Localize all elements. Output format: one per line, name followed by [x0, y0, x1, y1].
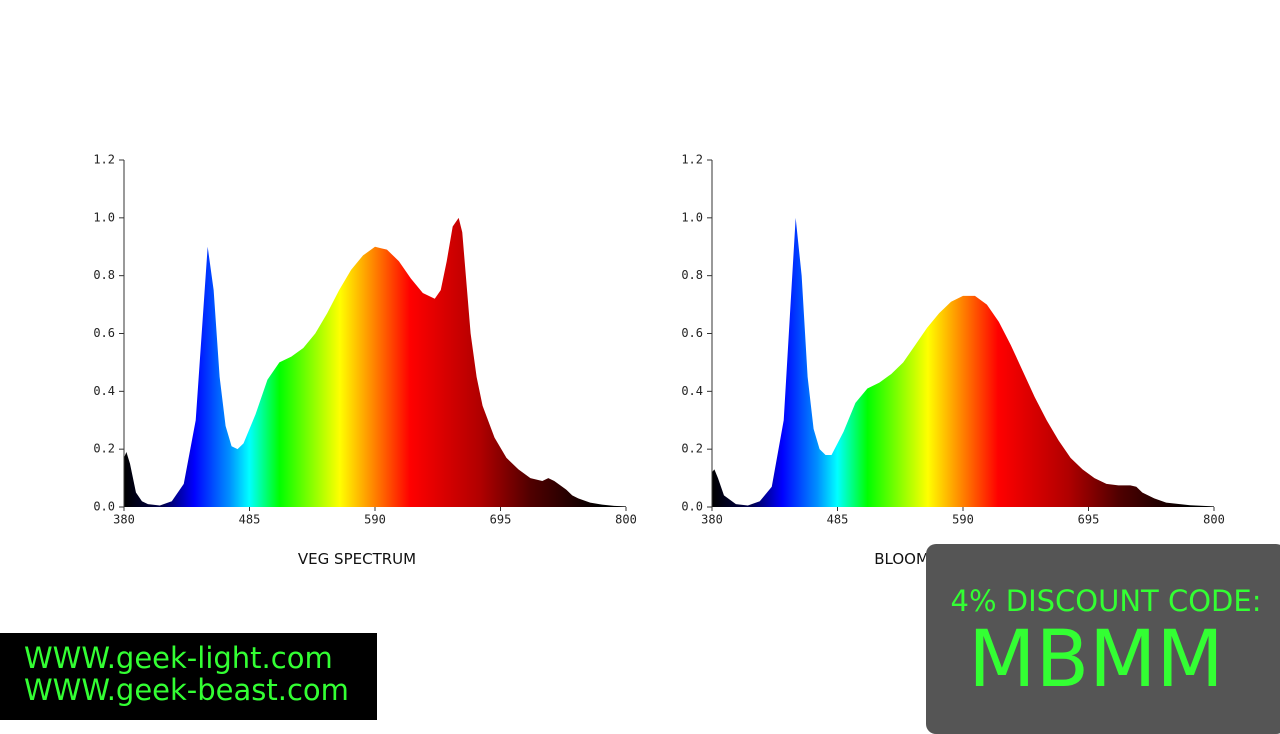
- x-tick-label: 485: [827, 513, 849, 527]
- y-tick-label: 0.4: [681, 384, 703, 398]
- discount-box: 4% DISCOUNT CODE: MBMM: [926, 544, 1280, 734]
- discount-label: 4% DISCOUNT CODE:: [950, 584, 1262, 618]
- y-tick-label: 0.8: [93, 268, 115, 282]
- spectrum-area: [712, 217, 1214, 508]
- y-tick-label: 1.0: [681, 210, 703, 224]
- x-tick-label: 800: [615, 513, 637, 527]
- y-tick-label: 0.8: [681, 268, 703, 282]
- website: WWW.geek-beast.com: [24, 673, 349, 707]
- y-tick-label: 0.4: [93, 384, 115, 398]
- x-tick-label: 380: [113, 513, 135, 527]
- y-tick-label: 1.2: [681, 153, 703, 167]
- x-tick-label: 695: [490, 513, 512, 527]
- x-tick-label: 380: [701, 513, 723, 527]
- y-tick-label: 0.0: [93, 500, 115, 514]
- y-tick-label: 0.6: [93, 326, 115, 340]
- y-tick-label: 1.2: [93, 153, 115, 167]
- website-banner: WWW.geek-light.com WWW.geek-beast.com: [0, 633, 377, 720]
- x-tick-label: 800: [1203, 513, 1225, 527]
- y-tick-label: 0.0: [681, 500, 703, 514]
- y-tick-label: 0.6: [681, 326, 703, 340]
- website: WWW.geek-light.com: [24, 641, 333, 675]
- y-tick-label: 1.0: [93, 210, 115, 224]
- x-axis-label: VEG SPECTRUM: [298, 550, 416, 568]
- y-tick-label: 0.2: [681, 442, 703, 456]
- discount-code: MBMM: [968, 615, 1224, 705]
- y-tick-label: 0.2: [93, 442, 115, 456]
- spectrum-area: [124, 217, 626, 508]
- x-tick-label: 590: [364, 513, 386, 527]
- x-tick-label: 695: [1078, 513, 1100, 527]
- x-tick-label: 485: [239, 513, 261, 527]
- x-tick-label: 590: [952, 513, 974, 527]
